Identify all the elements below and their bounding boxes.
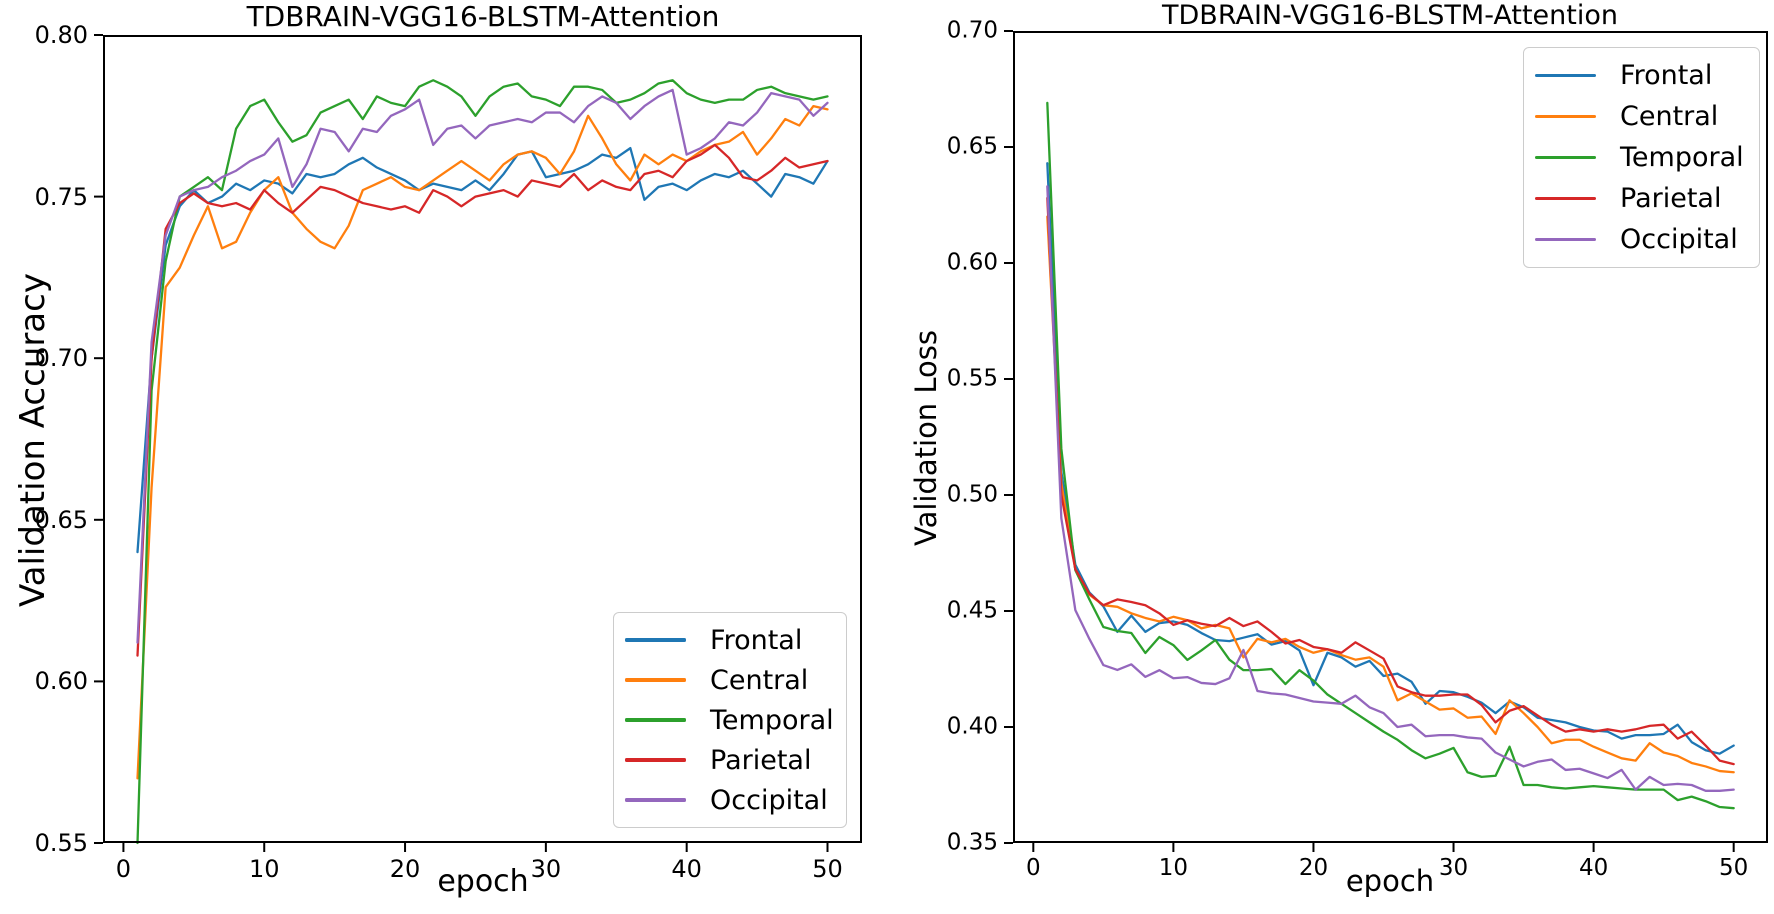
accuracy-x-axis-label: epoch xyxy=(437,864,529,899)
legend-swatch-occipital xyxy=(1535,237,1596,242)
x-tick-label: 20 xyxy=(389,855,421,883)
legend-item-frontal: Frontal xyxy=(1524,60,1759,91)
y-tick-label: 0.35 xyxy=(946,829,998,856)
series-line-parietal xyxy=(1046,196,1735,766)
y-tick-label: 0.75 xyxy=(34,182,88,211)
legend-swatch-central xyxy=(625,678,686,682)
legend-label: Central xyxy=(1620,101,1719,132)
accuracy-chart-title: TDBRAIN-VGG16-BLSTM-Attention xyxy=(246,0,720,33)
legend-item-frontal: Frontal xyxy=(614,625,846,656)
legend-label: Parietal xyxy=(1620,183,1722,214)
legend-label: Occipital xyxy=(710,784,828,816)
y-tick-label: 0.55 xyxy=(946,365,998,392)
y-tick-label: 0.70 xyxy=(34,343,88,372)
legend-item-temporal: Temporal xyxy=(1524,142,1759,173)
legend-item-occipital: Occipital xyxy=(1524,224,1759,255)
x-tick-label: 40 xyxy=(1578,855,1609,881)
legend-swatch-frontal xyxy=(625,638,686,642)
loss-x-axis-label: epoch xyxy=(1345,864,1435,898)
legend-swatch-parietal xyxy=(625,758,686,762)
loss-legend: Frontal Central Temporal Parietal Occipital xyxy=(1523,47,1760,268)
y-tick-label: 0.65 xyxy=(34,505,88,534)
x-tick-label: 0 xyxy=(1025,855,1041,881)
legend-label: Parietal xyxy=(710,744,812,776)
x-tick-label: 20 xyxy=(1298,855,1329,881)
x-tick-label: 40 xyxy=(671,855,702,883)
legend-item-central: Central xyxy=(614,665,846,696)
series-line-frontal xyxy=(136,146,829,554)
legend-swatch-occipital xyxy=(625,798,686,802)
x-tick-label: 0 xyxy=(115,855,132,883)
legend-label: Temporal xyxy=(710,704,834,736)
y-tick-label: 0.80 xyxy=(34,20,88,49)
x-tick-label: 50 xyxy=(812,855,843,883)
loss-y-axis-label: Validation Loss xyxy=(909,329,943,547)
accuracy-plot-svg xyxy=(94,34,862,852)
legend-item-parietal: Parietal xyxy=(1524,183,1759,214)
y-tick-label: 0.65 xyxy=(946,133,998,160)
plot-frame xyxy=(103,35,862,843)
y-tick-label: 0.60 xyxy=(34,667,88,696)
loss-chart-title: TDBRAIN-VGG16-BLSTM-Attention xyxy=(1162,0,1618,31)
legend-swatch-central xyxy=(1535,114,1596,119)
legend-label: Frontal xyxy=(1620,60,1713,91)
y-tick-label: 0.40 xyxy=(946,713,998,740)
x-tick-label: 10 xyxy=(248,855,280,883)
legend-swatch-frontal xyxy=(1535,73,1596,78)
series-line-occipital xyxy=(136,88,829,644)
series-line-temporal xyxy=(1046,101,1735,810)
y-tick-label: 0.60 xyxy=(946,249,998,276)
accuracy-y-axis-label: Validation Accuracy xyxy=(13,273,53,607)
x-tick-label: 30 xyxy=(1438,855,1469,881)
legend-item-occipital: Occipital xyxy=(614,785,846,816)
series-line-central xyxy=(1046,215,1735,774)
x-tick-label: 50 xyxy=(1719,855,1749,881)
legend-item-temporal: Temporal xyxy=(614,705,846,736)
y-tick-label: 0.45 xyxy=(946,597,998,624)
legend-swatch-parietal xyxy=(1535,196,1596,201)
series-line-parietal xyxy=(136,143,829,657)
legend-label: Occipital xyxy=(1620,224,1738,255)
legend-swatch-temporal xyxy=(1535,155,1596,160)
loss-plot-svg xyxy=(1004,30,1768,852)
y-tick-label: 0.50 xyxy=(946,481,998,508)
legend-item-central: Central xyxy=(1524,101,1759,132)
accuracy-legend: Frontal Central Temporal Parietal Occipital xyxy=(613,612,847,828)
legend-swatch-temporal xyxy=(625,718,686,722)
legend-label: Central xyxy=(710,664,809,696)
legend-item-parietal: Parietal xyxy=(614,745,846,776)
x-tick-label: 30 xyxy=(530,855,562,883)
series-line-temporal xyxy=(136,79,829,845)
plot-frame xyxy=(1013,31,1768,843)
y-tick-label: 0.70 xyxy=(946,17,998,44)
y-tick-label: 0.55 xyxy=(34,828,88,857)
legend-label: Temporal xyxy=(1620,142,1744,173)
series-line-occipital xyxy=(1046,185,1735,792)
legend-label: Frontal xyxy=(710,624,803,656)
x-tick-label: 10 xyxy=(1158,855,1189,881)
